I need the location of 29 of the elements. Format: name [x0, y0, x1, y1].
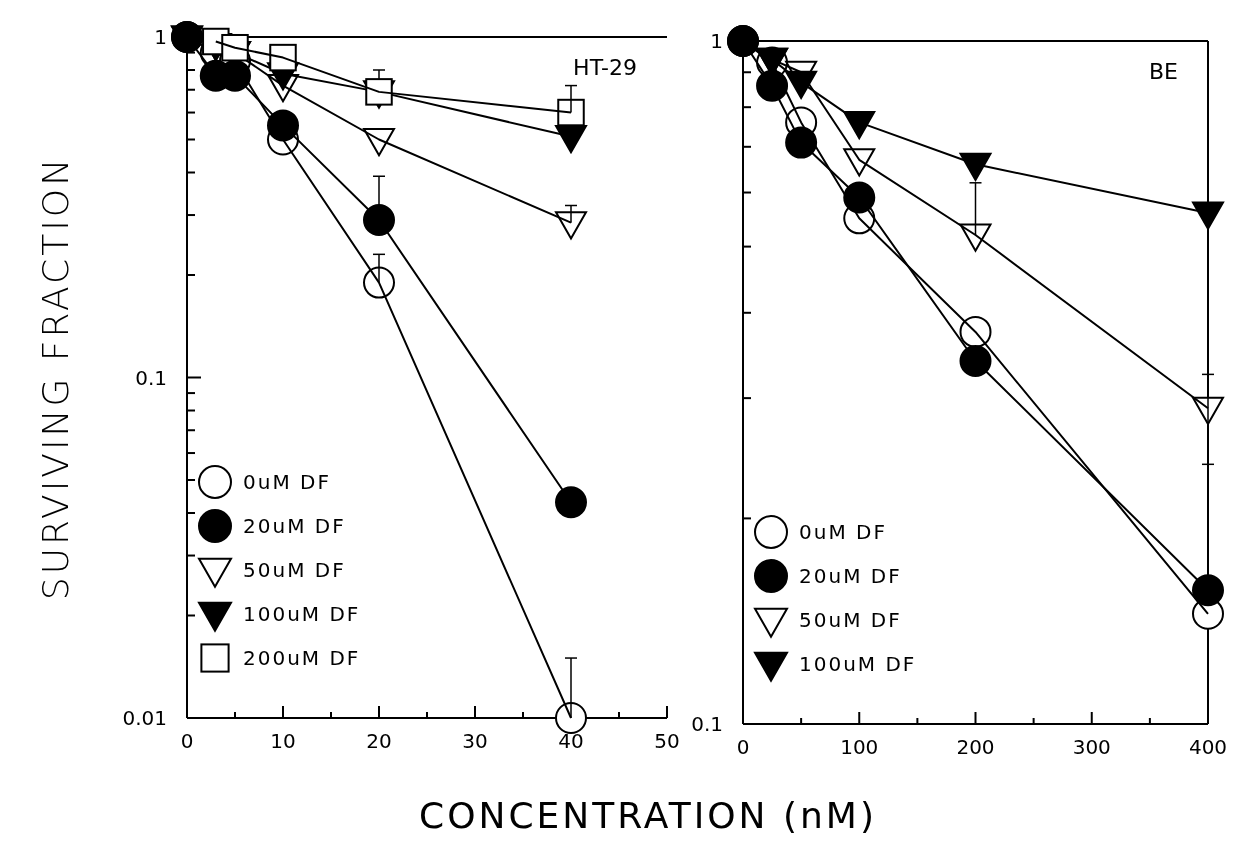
x-tick-label: 300 [1072, 735, 1111, 759]
x-tick-label: 30 [462, 729, 488, 753]
annotation: HT-29 [573, 55, 637, 80]
x-axis-title: CONCENTRATION (nM) [419, 795, 877, 836]
y-tick-label: 0.1 [691, 712, 723, 736]
legend-label: 100uM DF [243, 602, 361, 626]
legend-label: 20uM DF [799, 564, 902, 588]
legend-label: 0uM DF [243, 470, 331, 494]
x-tick-label: 400 [1188, 735, 1228, 759]
x-tick-label: 50 [654, 729, 680, 753]
legend-label: 100uM DF [799, 652, 917, 676]
annotation: BE [1149, 59, 1178, 84]
legend-label: 0uM DF [799, 520, 887, 544]
x-tick-label: 40 [558, 729, 584, 753]
y-tick-label: 1 [710, 29, 723, 53]
x-tick-label: 10 [270, 729, 296, 753]
x-tick-label: 0 [180, 729, 194, 753]
y-axis-title: SURVIVING FRACTION [35, 155, 76, 601]
x-tick-label: 20 [366, 729, 392, 753]
legend-label: 50uM DF [799, 608, 902, 632]
legend-label: 200uM DF [243, 646, 361, 670]
y-tick-label: 0.01 [122, 706, 167, 730]
x-tick-label: 200 [956, 735, 995, 759]
legend-label: 50uM DF [243, 558, 346, 582]
x-tick-label: 100 [840, 735, 879, 759]
y-tick-label: 0.1 [135, 365, 167, 390]
y-tick-label: 1 [154, 25, 167, 49]
x-tick-label: 0 [736, 735, 750, 759]
legend-label: 20uM DF [243, 514, 346, 538]
